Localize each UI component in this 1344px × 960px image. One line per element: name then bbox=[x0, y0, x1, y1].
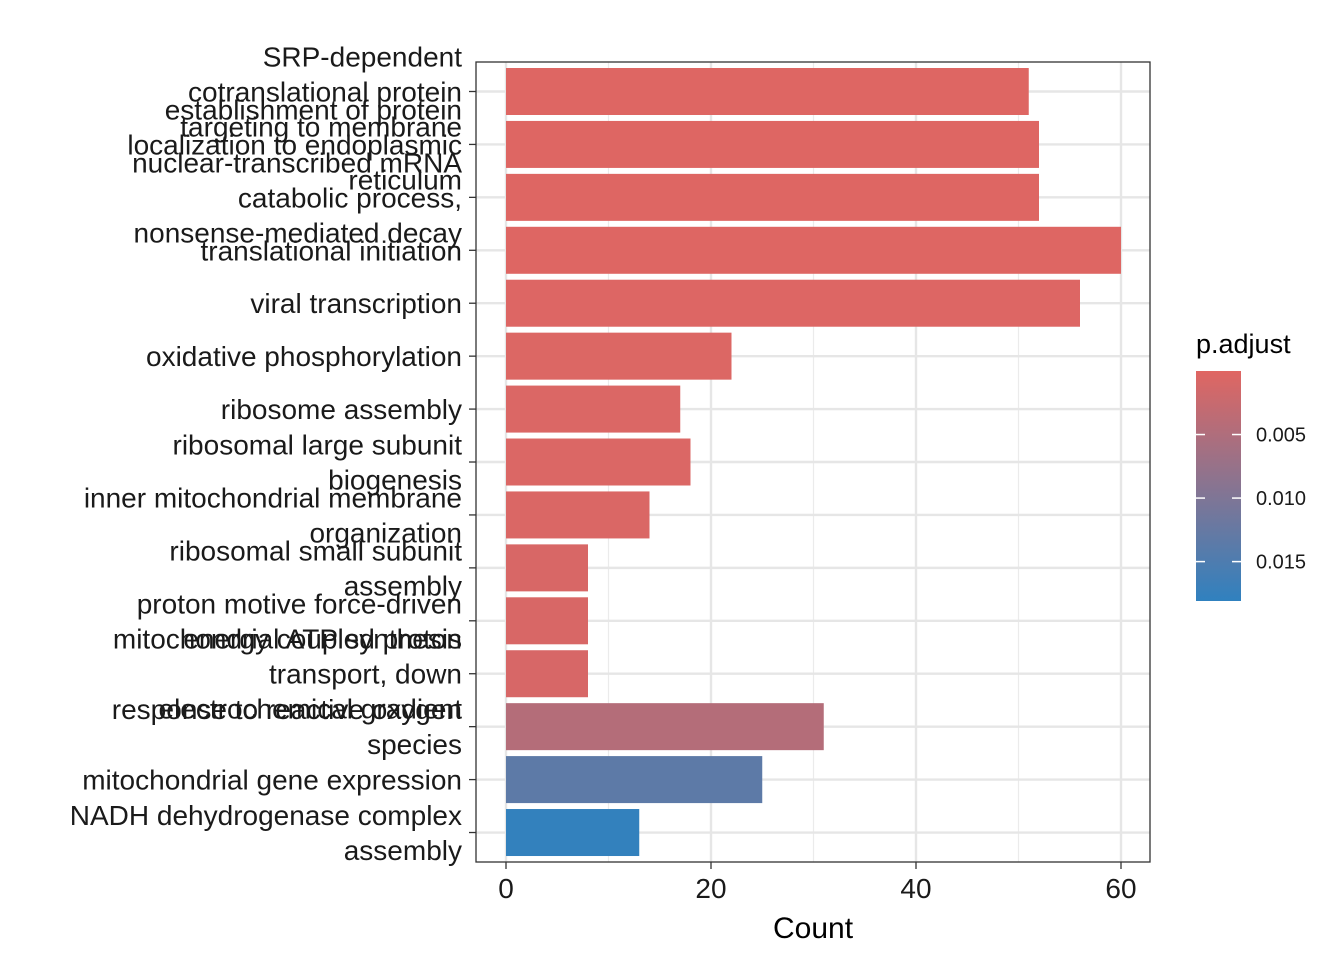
bar bbox=[506, 173, 1039, 221]
y-tick-label: ribosomal large subunit biogenesis bbox=[173, 430, 463, 496]
y-axis-ticks bbox=[469, 90, 476, 834]
legend-tick-label: 0.005 bbox=[1256, 425, 1306, 447]
bar bbox=[506, 332, 732, 380]
legend-ticks: 0.005 0.010 0.015 bbox=[1196, 425, 1306, 574]
legend-title: p.adjust bbox=[1196, 329, 1291, 359]
y-tick-label: mitochondrial gene expression bbox=[82, 765, 462, 796]
bar bbox=[506, 491, 650, 539]
y-tick-label: establishment of protein localization to … bbox=[127, 94, 462, 195]
bar bbox=[506, 120, 1039, 168]
bar bbox=[506, 279, 1080, 327]
bar bbox=[506, 756, 763, 804]
y-tick-label: oxidative phosphorylation bbox=[146, 341, 462, 372]
y-tick-label: translational initiation bbox=[201, 235, 463, 266]
x-tick-label: 0 bbox=[498, 873, 514, 904]
bar bbox=[506, 226, 1121, 274]
x-tick-label: 40 bbox=[900, 873, 931, 904]
y-tick-label: response to reactive oxygen species bbox=[112, 694, 462, 760]
bar bbox=[506, 597, 588, 645]
x-axis-ticks: 0 20 40 60 bbox=[498, 862, 1137, 904]
y-tick-label: inner mitochondrial membrane organization bbox=[84, 482, 462, 548]
legend: p.adjust 0.005 0.010 0.015 bbox=[1196, 329, 1306, 601]
y-tick-label: viral transcription bbox=[250, 288, 462, 319]
legend-tick-label: 0.015 bbox=[1256, 552, 1306, 574]
x-axis-title: Count bbox=[773, 912, 854, 945]
y-axis-labels: SRP-dependent cotranslational protein targ… bbox=[70, 42, 463, 867]
y-tick-label: NADH dehydrogenase complex assembly bbox=[70, 800, 462, 866]
bar bbox=[506, 809, 640, 857]
legend-tick-label: 0.010 bbox=[1256, 488, 1306, 510]
bar bbox=[506, 438, 691, 486]
bar bbox=[506, 544, 588, 592]
x-tick-label: 20 bbox=[695, 873, 726, 904]
y-tick-label: ribosome assembly bbox=[221, 394, 462, 425]
x-tick-label: 60 bbox=[1105, 873, 1136, 904]
bars bbox=[506, 68, 1121, 857]
bar bbox=[506, 68, 1029, 115]
y-tick-label: SRP-dependent cotranslational protein targ… bbox=[180, 42, 462, 143]
y-tick-label: proton motive force-driven mitochondrial … bbox=[113, 588, 462, 654]
legend-colorbar bbox=[1196, 371, 1241, 601]
y-tick-label: nuclear-transcribed mRNA catabolic proces… bbox=[132, 147, 462, 248]
y-tick-label: ribosomal small subunit assembly bbox=[169, 535, 462, 601]
bar bbox=[506, 703, 824, 751]
bar bbox=[506, 385, 681, 433]
y-tick-label: energy coupled proton transport, down elec… bbox=[159, 624, 463, 725]
bar bbox=[506, 650, 588, 698]
